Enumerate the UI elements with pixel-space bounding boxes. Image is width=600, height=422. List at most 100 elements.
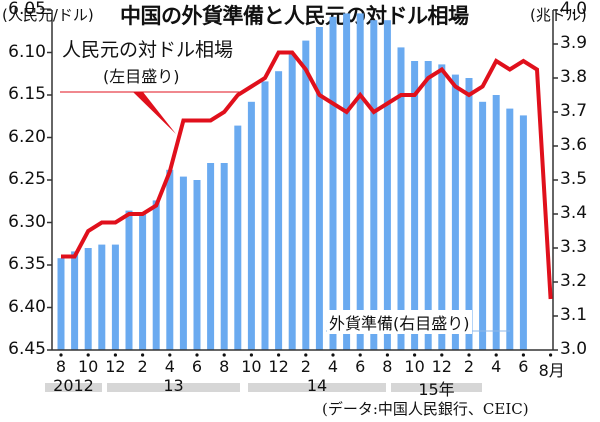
x-tick-dot: [358, 353, 362, 357]
x-tick-dot: [467, 353, 471, 357]
reserve-bar: [71, 251, 79, 350]
x-tick-dot: [59, 353, 63, 357]
year-label: 13: [163, 376, 184, 395]
x-tick-dot: [168, 353, 172, 357]
x-tick-label: 8月: [538, 361, 565, 380]
bar-series-label: 外貨準備(右目盛り): [327, 310, 472, 334]
reserve-bar: [424, 61, 432, 350]
line-label-pointer: [133, 92, 176, 134]
reserve-bar: [179, 176, 187, 350]
x-tick-label: 4: [164, 357, 175, 376]
x-tick-label: 12: [431, 357, 452, 376]
reserve-bar: [383, 20, 391, 350]
right-tick-label: 4.0: [560, 0, 588, 19]
reserve-bar: [519, 115, 527, 351]
left-tick-label: 6.30: [8, 211, 46, 232]
left-tick-label: 6.20: [8, 126, 46, 147]
x-tick-label: 6: [518, 357, 529, 376]
chart-title: 中国の外貨準備と人民元の対ドル相場: [120, 4, 469, 28]
x-tick-dot: [549, 353, 553, 357]
x-tick-dot: [494, 353, 498, 357]
left-tick-label: 6.35: [8, 254, 46, 274]
year-band: [391, 383, 482, 392]
right-tick-label: 3.9: [560, 33, 588, 53]
reserve-bar: [166, 169, 174, 350]
reserve-bar: [343, 13, 351, 351]
reserve-bar: [451, 74, 459, 350]
reserve-bar: [329, 16, 337, 351]
x-tick-dot: [521, 353, 526, 357]
x-tick-dot: [86, 353, 90, 357]
line-series-label: 人民元の対ドル相場: [62, 39, 234, 61]
reserve-bar: [111, 244, 119, 350]
x-tick-label: 6: [191, 357, 203, 376]
right-tick-label: 3.7: [560, 101, 588, 121]
reserve-bar: [125, 210, 133, 350]
left-tick-label: 6.25: [8, 169, 46, 189]
reserve-bar: [356, 13, 364, 351]
x-tick-dot: [277, 353, 281, 357]
year-label: 14: [306, 376, 328, 395]
x-tick-label: 12: [268, 357, 289, 376]
reserve-bar: [207, 163, 215, 350]
right-tick-label: 3.8: [560, 67, 588, 87]
right-tick-label: 3.4: [560, 203, 588, 223]
right-tick-label: 3.5: [560, 169, 588, 189]
reserve-bar: [139, 214, 147, 350]
right-tick-label: 3.3: [560, 237, 588, 257]
x-tick-label: 10: [404, 357, 425, 376]
reserve-bar: [479, 101, 487, 350]
x-tick-dot: [195, 353, 199, 357]
x-tick-dot: [304, 353, 308, 357]
year-band: [107, 383, 240, 392]
year-label: 15年: [418, 380, 455, 399]
x-tick-label: 6: [355, 357, 366, 376]
right-tick-label: 3.2: [560, 271, 588, 291]
x-tick-label: 2: [300, 357, 311, 376]
x-tick-dot: [222, 353, 226, 357]
x-tick-dot: [413, 353, 417, 357]
x-tick-label: 12: [105, 357, 126, 376]
year-label: 2012: [53, 376, 94, 395]
x-tick-dot: [113, 353, 117, 357]
year-band: [45, 383, 102, 392]
left-tick-label: 6.40: [8, 296, 46, 317]
left-tick-label: 6.15: [8, 84, 46, 104]
reserve-bar: [492, 95, 500, 350]
reserve-bar: [288, 54, 296, 350]
right-tick-label: 3.6: [560, 135, 588, 155]
reserve-bar: [302, 40, 310, 350]
reserve-bar: [370, 20, 378, 350]
x-tick-dot: [331, 353, 335, 357]
x-tick-label: 4: [491, 357, 502, 376]
reserve-bar: [438, 64, 446, 351]
reserve-bar: [57, 258, 65, 350]
right-tick-label: 3.1: [560, 305, 588, 325]
reserve-bar: [84, 248, 92, 350]
reserve-bar: [234, 125, 242, 350]
year-band: [248, 383, 386, 392]
x-tick-dot: [141, 353, 145, 357]
x-tick-label: 10: [78, 357, 99, 376]
reserve-bar: [261, 81, 269, 351]
x-tick-dot: [385, 353, 389, 357]
x-tick-label: 10: [241, 357, 262, 376]
x-tick-dot: [440, 353, 444, 357]
x-tick-label: 2: [137, 357, 148, 376]
x-tick-label: 8: [219, 357, 230, 376]
left-tick-label: 6.05: [8, 0, 46, 19]
reserve-bar: [98, 244, 106, 350]
reserve-bar: [411, 61, 419, 350]
x-tick-label: 8: [382, 357, 393, 376]
reserve-bar: [315, 27, 323, 350]
reserve-bar: [247, 101, 255, 350]
left-tick-label: 6.45: [8, 339, 46, 359]
right-tick-label: 3.0: [560, 339, 588, 359]
x-tick-dot: [249, 353, 253, 357]
reserve-bar: [275, 71, 283, 350]
x-tick-label: 2: [463, 357, 475, 376]
reserve-bar: [465, 78, 473, 350]
left-axis-unit: (人民元/ドル): [2, 6, 94, 24]
x-tick-label: 4: [327, 357, 339, 376]
